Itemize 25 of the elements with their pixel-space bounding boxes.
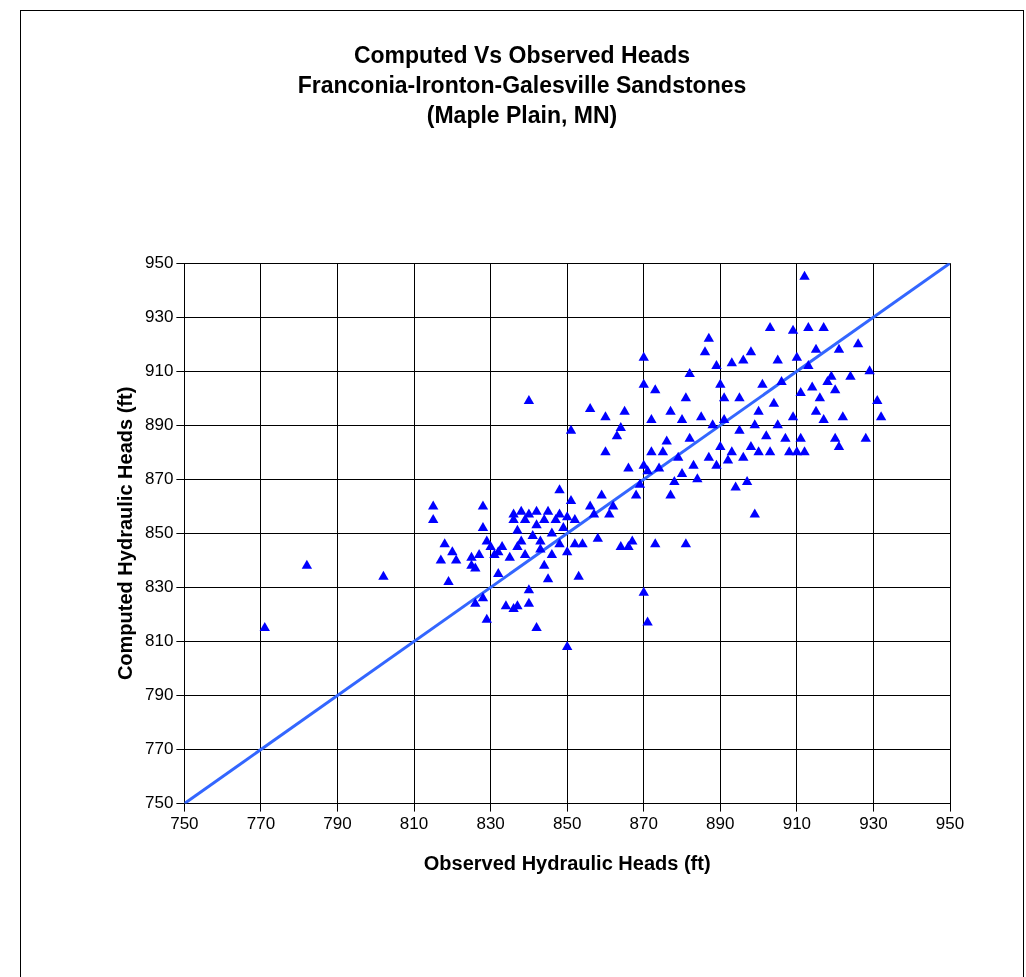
x-tick-label: 930 (859, 814, 888, 834)
y-tick-label: 790 (144, 685, 174, 705)
chart-title: Computed Vs Observed Heads Franconia-Ironton-Galesville Sandstones (Maple Plain, MN) (296, 41, 748, 130)
x-tick-label: 750 (170, 814, 199, 834)
x-tick-label: 950 (935, 814, 965, 834)
x-tick-label: 870 (629, 814, 658, 834)
y-tick-label: 890 (144, 415, 174, 435)
x-tick-label: 790 (323, 814, 352, 834)
y-tick-label: 830 (144, 577, 174, 597)
y-axis-title: Computed Hydraulic Heads (ft) (113, 386, 136, 681)
x-tick-label: 890 (706, 814, 735, 834)
x-tick-label: 810 (399, 814, 429, 834)
y-tick-label: 930 (144, 306, 174, 326)
y-tick-label: 850 (144, 523, 174, 543)
y-tick-label: 950 (144, 252, 174, 272)
y-tick-label: 750 (144, 793, 174, 813)
y-tick-label: 770 (144, 739, 174, 759)
x-tick-label: 850 (552, 814, 582, 834)
x-axis-title: Observed Hydraulic Heads (ft) (423, 851, 711, 874)
y-tick-label: 810 (144, 631, 174, 651)
x-tick-label: 910 (782, 814, 812, 834)
y-tick-label: 870 (144, 469, 174, 489)
x-tick-label: 830 (476, 814, 505, 834)
y-tick-label: 910 (144, 360, 174, 380)
x-tick-label: 770 (246, 814, 276, 834)
